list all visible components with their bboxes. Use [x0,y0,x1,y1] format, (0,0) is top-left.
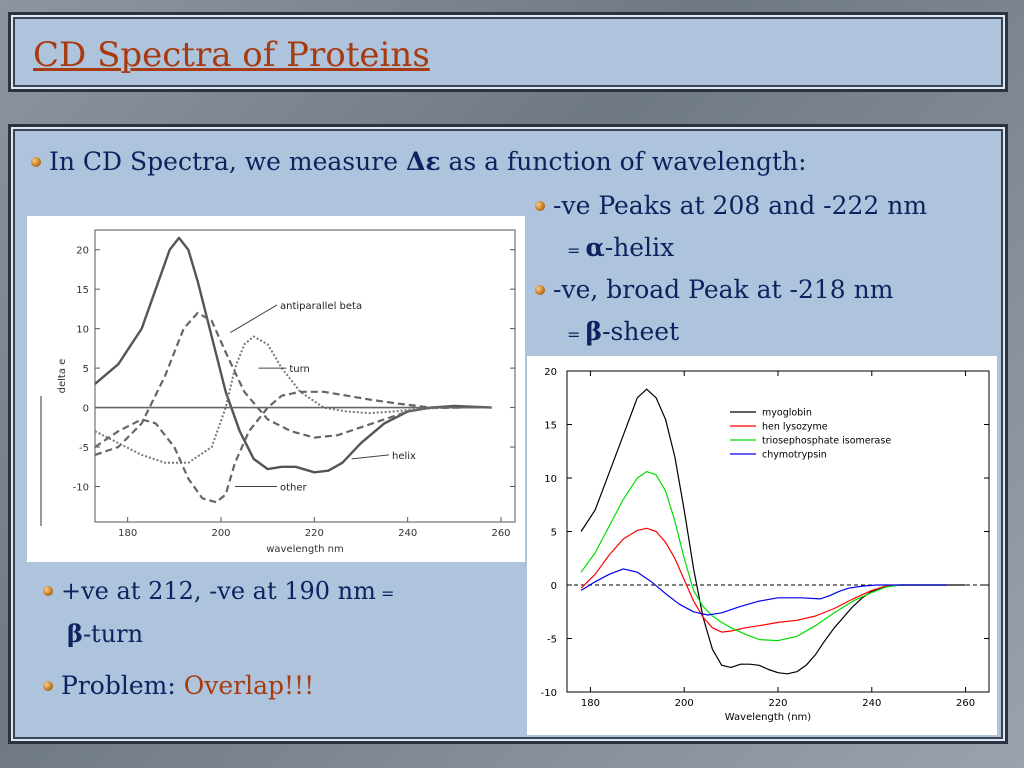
x-tick-label: 240 [862,698,881,709]
y-tick-label: 15 [544,421,557,432]
series-line-antiparallel-beta [94,311,455,456]
overlap-highlight: Overlap!!! [183,671,315,700]
bullet-helix-continuation: = α-helix [567,233,674,262]
legend-label-triosephosphate-isomerase: triosephosphate isomerase [762,436,891,447]
equals-sign: = [567,241,586,260]
reference-cd-chart: 20 15 10 5 0 -5 -10 180 200 220 240 260 wavelength n… [27,216,525,562]
legend-label-myoglobin: myoglobin [762,408,812,419]
series-label-helix: helix [392,451,416,462]
x-tick-label: 260 [956,698,975,709]
bullet-text: -ve Peaks at 208 and -222 nm [553,191,928,220]
delta-epsilon-symbol: Δε [405,147,441,176]
y-tick-label: -10 [541,688,557,699]
x-tick-label: 200 [675,698,694,709]
y-tick-label: 0 [83,404,89,415]
y-tick-label: 20 [544,367,557,378]
bullet-turn-continuation: β-turn [67,619,143,648]
y-axis-label: delta e [57,359,68,394]
series-line-hen-lysozyme [580,527,947,633]
bullet-text-after: as a function of wavelength: [440,147,807,176]
bullet-icon [43,680,53,691]
beta-symbol: β [585,317,603,346]
plot-frame [94,229,516,523]
protein-cd-chart-svg: 20 15 10 5 0 -5 -10 180 200 220 240 260 Wavelength (… [541,367,990,723]
label-leader-line [230,304,278,334]
bullet-helix: -ve Peaks at 208 and -222 nm [535,191,927,220]
bullet-problem: Problem: Overlap!!! [43,671,314,700]
legend-label-chymotrypsin: chymotrypsin [762,450,827,461]
bullet-text: In CD Spectra, we measure [49,147,406,176]
series-label-turn: turn [289,364,310,375]
protein-cd-chart: 20 15 10 5 0 -5 -10 180 200 220 240 260 Wavelength (… [527,356,997,735]
bullet-text: -helix [604,233,675,262]
series-line-other [94,390,464,504]
x-tick-label: 220 [768,698,787,709]
bullet-sheet: -ve, broad Peak at -218 nm [535,275,893,304]
series-line-chymotrypsin [580,568,947,616]
equals-sign: = [375,584,395,603]
x-tick-label: 180 [118,528,137,539]
legend-label-hen-lysozyme: hen lysozyme [762,422,828,433]
bullet-sheet-continuation: = β-sheet [567,317,679,346]
beta-symbol: β [67,619,83,648]
series-line-turn [94,335,478,464]
bullet-text: -turn [82,620,144,648]
reference-cd-chart-svg: 20 15 10 5 0 -5 -10 180 200 220 240 260 wavelength n… [40,229,516,555]
label-leader-line [351,454,390,460]
y-tick-label: 5 [551,528,557,539]
alpha-symbol: α [585,233,605,262]
bullet-icon [31,156,41,167]
y-tick-label: -5 [79,443,89,454]
series-label-antiparallel-beta: antiparallel beta [280,301,362,312]
x-tick-label: 200 [211,528,230,539]
x-tick-label: 180 [581,698,600,709]
series-line-triosephosphate-isomerase [580,471,947,642]
bullet-text: -ve, broad Peak at -218 nm [553,275,894,304]
y-tick-label: 10 [544,474,557,485]
bullet-text: -sheet [602,317,680,346]
x-axis-label: wavelength nm [266,544,344,555]
bullet-icon [535,284,545,295]
plot-frame [566,370,990,693]
x-axis-label: Wavelength (nm) [725,712,811,723]
series-line-helix [94,236,492,474]
bullet-turn: +ve at 212, -ve at 190 nm = [43,577,394,605]
bullet-measure: In CD Spectra, we measure Δε as a functi… [31,147,807,176]
equals-sign: = [567,325,586,344]
y-tick-label: 0 [551,581,557,592]
x-tick-label: 240 [398,528,417,539]
x-tick-label: 220 [305,528,324,539]
y-tick-label: 10 [76,325,89,336]
y-tick-label: 20 [76,246,89,257]
title-panel: CD Spectra of Proteins [8,12,1008,92]
series-label-other: other [280,482,308,493]
y-tick-label: -5 [547,635,557,646]
slide-title: CD Spectra of Proteins [33,35,430,75]
bullet-text: +ve at 212, -ve at 190 nm [61,577,376,605]
y-tick-label: 5 [83,364,89,375]
bullet-icon [535,200,545,211]
y-tick-label: 15 [76,285,89,296]
bullet-text: Problem: [61,671,184,700]
y-tick-label: -10 [73,482,89,493]
content-panel: In CD Spectra, we measure Δε as a functi… [8,124,1008,744]
x-tick-label: 260 [491,528,510,539]
bullet-icon [43,585,53,596]
